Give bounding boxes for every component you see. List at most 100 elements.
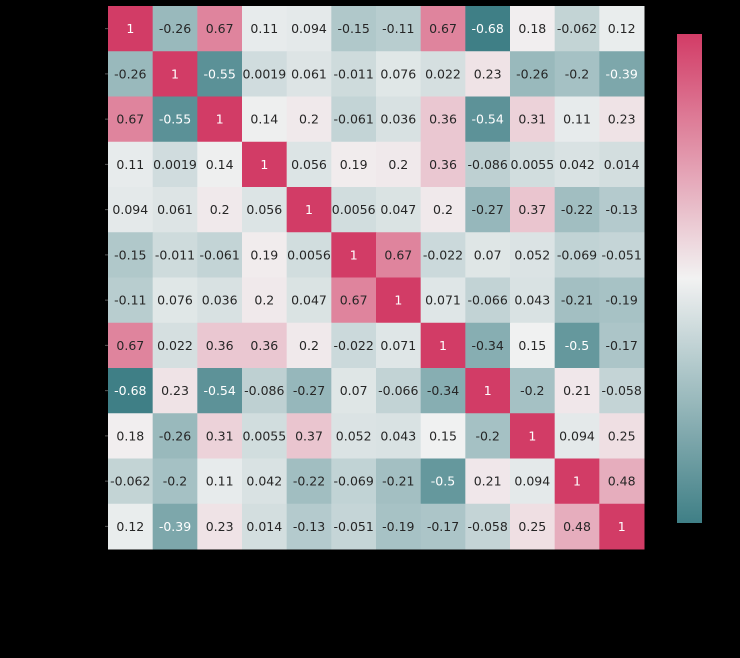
heatmap-cell-r6-c2 <box>197 277 243 324</box>
cell-value-r1-c0: -0.26 <box>114 66 146 81</box>
heatmap-cell-r8-c1 <box>152 368 198 414</box>
heatmap-cell-r4-c6 <box>376 187 422 233</box>
heatmap-cell-r7-c6 <box>376 322 422 369</box>
cell-value-r4-c9: 0.37 <box>518 202 546 217</box>
heatmap-cell-r8-c11 <box>599 368 645 414</box>
cell-value-r9-c5: 0.052 <box>336 428 372 443</box>
heatmap-cell-r11-c7 <box>420 503 466 550</box>
heatmap-cell-r3-c5 <box>331 141 377 188</box>
heatmap-cell-r4-c9 <box>510 187 556 233</box>
cell-value-r6-c8: -0.066 <box>468 293 508 308</box>
heatmap-cell-r10-c1 <box>152 458 198 505</box>
cell-value-r5-c11: -0.051 <box>602 247 642 262</box>
heatmap-cell-r1-c6 <box>376 51 422 97</box>
cell-value-r6-c3: 0.2 <box>254 293 274 308</box>
cell-value-r1-c10: -0.2 <box>565 66 589 81</box>
heatmap-cell-r0-c10 <box>554 6 600 52</box>
cell-value-r11-c11: 1 <box>618 519 626 534</box>
cell-value-r9-c6: 0.043 <box>380 428 416 443</box>
cell-value-r5-c2: -0.061 <box>200 247 240 262</box>
heatmap-cell-r10-c0 <box>108 458 154 505</box>
cell-value-r8-c11: -0.058 <box>602 383 642 398</box>
heatmap-cell-r3-c0 <box>108 141 154 188</box>
cell-value-r6-c0: -0.11 <box>114 293 146 308</box>
heatmap-cell-r8-c6 <box>376 368 422 414</box>
cell-value-r5-c8: 0.07 <box>474 247 502 262</box>
heatmap-cell-r7-c8 <box>465 322 511 369</box>
cell-value-r2-c2: 1 <box>216 112 224 127</box>
cell-value-r1-c2: -0.55 <box>203 66 235 81</box>
cell-value-r3-c0: 0.11 <box>116 157 144 172</box>
heatmap-cell-r8-c5 <box>331 368 377 414</box>
heatmap-cell-r3-c11 <box>599 141 645 188</box>
cell-value-r2-c6: 0.036 <box>380 112 416 127</box>
cell-value-r6-c2: 0.036 <box>202 293 238 308</box>
heatmap-cell-r6-c8 <box>465 277 511 324</box>
heatmap-cell-r9-c3 <box>242 413 288 459</box>
cell-value-r9-c3: 0.0055 <box>242 428 286 443</box>
heatmap-cell-r0-c8 <box>465 6 511 52</box>
cell-value-r3-c5: 0.19 <box>340 157 368 172</box>
cell-value-r2-c11: 0.23 <box>608 112 636 127</box>
heatmap-cell-r2-c8 <box>465 96 511 143</box>
heatmap-cell-r1-c3 <box>242 51 288 97</box>
row-tick-marks <box>105 28 108 527</box>
heatmap-cell-r1-c11 <box>599 51 645 97</box>
heatmap-cell-r10-c4 <box>286 458 332 505</box>
cell-value-r0-c5: -0.15 <box>337 21 369 36</box>
heatmap-cell-r6-c3 <box>242 277 288 324</box>
heatmap-cell-r3-c1 <box>152 141 198 188</box>
cell-value-r10-c8: 0.21 <box>474 474 502 489</box>
heatmap-cell-r6-c6 <box>376 277 422 324</box>
cell-value-r6-c11: -0.19 <box>605 293 637 308</box>
heatmap-cell-r2-c4 <box>286 96 332 143</box>
cell-value-r0-c4: 0.094 <box>291 21 327 36</box>
heatmap-cell-r5-c8 <box>465 232 511 278</box>
cell-value-r11-c6: -0.19 <box>382 519 414 534</box>
heatmap-cell-r10-c2 <box>197 458 243 505</box>
cell-value-r1-c3: 0.0019 <box>242 66 286 81</box>
cell-value-r2-c5: -0.061 <box>334 112 374 127</box>
cell-value-r9-c10: 0.094 <box>559 428 595 443</box>
cell-value-r10-c7: -0.5 <box>431 474 455 489</box>
heatmap-cell-r9-c4 <box>286 413 332 459</box>
cell-value-r7-c6: 0.071 <box>380 338 416 353</box>
heatmap-grid: 1 -0.26 0.67 0.11 0.094 -0.15 -0.11 0.67 -0.68 0.… <box>108 6 645 550</box>
heatmap-cell-r1-c7 <box>420 51 466 97</box>
cell-value-r7-c5: -0.022 <box>334 338 374 353</box>
heatmap-cell-r4-c5 <box>331 187 377 233</box>
cell-value-r1-c5: -0.011 <box>334 66 374 81</box>
heatmap-cell-r1-c1 <box>152 51 198 97</box>
heatmap-cell-r11-c10 <box>554 503 600 550</box>
heatmap-cell-r0-c5 <box>331 6 377 52</box>
cell-value-r3-c7: 0.36 <box>429 157 457 172</box>
cell-value-r8-c3: -0.086 <box>244 383 284 398</box>
heatmap-cell-r3-c6 <box>376 141 422 188</box>
cell-value-r7-c3: 0.36 <box>250 338 278 353</box>
heatmap-cell-r2-c5 <box>331 96 377 143</box>
cell-value-r1-c9: -0.26 <box>516 66 548 81</box>
heatmap-cell-r5-c11 <box>599 232 645 278</box>
cell-value-r7-c4: 0.2 <box>299 338 319 353</box>
heatmap-cell-r10-c8 <box>465 458 511 505</box>
cell-value-r5-c7: -0.022 <box>423 247 463 262</box>
cell-value-r4-c2: 0.2 <box>210 202 230 217</box>
cell-value-r7-c10: -0.5 <box>565 338 589 353</box>
heatmap-cell-r1-c4 <box>286 51 332 97</box>
cell-value-r11-c1: -0.39 <box>159 519 191 534</box>
cell-value-r6-c10: -0.21 <box>561 293 593 308</box>
heatmap-cell-r9-c8 <box>465 413 511 459</box>
heatmap-cell-r6-c5 <box>331 277 377 324</box>
cell-value-r11-c2: 0.23 <box>206 519 234 534</box>
heatmap-cell-r8-c8 <box>465 368 511 414</box>
heatmap-cell-r0-c7 <box>420 6 466 52</box>
heatmap-cell-r5-c3 <box>242 232 288 278</box>
cell-value-r9-c7: 0.15 <box>429 428 457 443</box>
heatmap-cell-r1-c8 <box>465 51 511 97</box>
cell-value-r7-c7: 1 <box>439 338 447 353</box>
cell-value-r4-c5: 0.0056 <box>332 202 376 217</box>
cell-value-r6-c9: 0.043 <box>514 293 550 308</box>
cell-value-r2-c3: 0.14 <box>250 112 278 127</box>
cell-value-r11-c9: 0.25 <box>518 519 546 534</box>
cell-value-r8-c4: -0.27 <box>293 383 325 398</box>
